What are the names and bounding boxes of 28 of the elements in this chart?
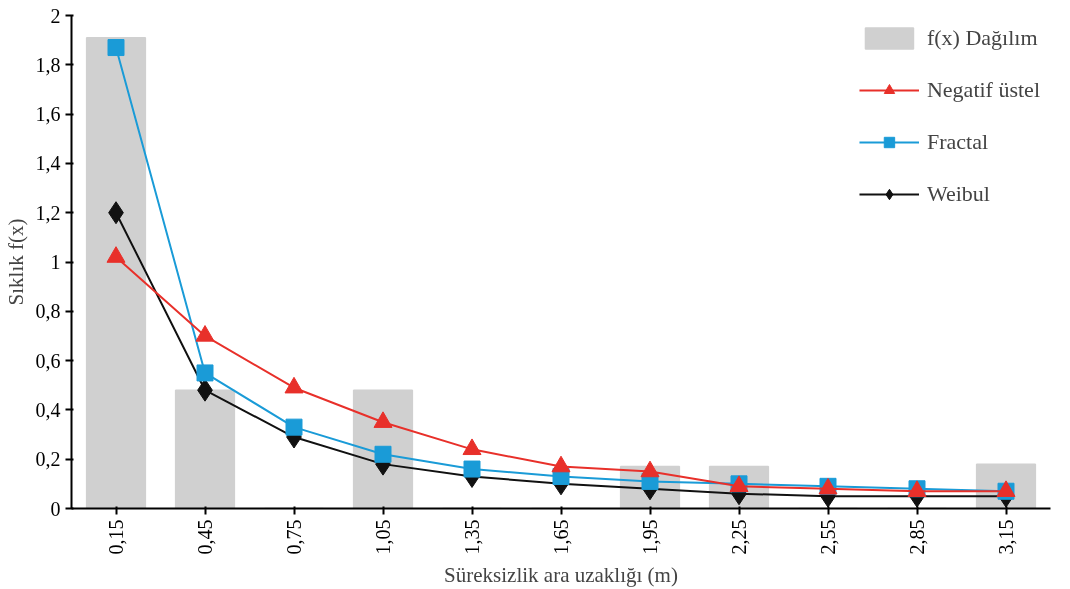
y-tick-label: 1,4: [35, 152, 61, 175]
x-tick-label: 1,95: [639, 519, 661, 555]
y-tick-label: 1,2: [35, 201, 61, 224]
y-tick-label: 2: [50, 4, 61, 27]
legend-label: Negatif üstel: [926, 77, 1040, 103]
x-tick-label: 3,15: [995, 519, 1017, 555]
x-tick-label: 1,65: [550, 519, 572, 555]
x-axis-title: Süreksizlik ara uzaklığı (m): [444, 562, 678, 587]
legend-label: f(x) Dağılım: [926, 25, 1038, 51]
x-tick-label: 0,15: [105, 519, 127, 555]
y-tick-label: 0,6: [35, 349, 61, 372]
x-tick-label: 1,05: [372, 519, 394, 555]
x-tick-label: 2,25: [728, 519, 750, 555]
y-tick-label: 1: [50, 251, 61, 273]
x-tick-label: 0,45: [194, 519, 216, 555]
x-tick-label: 2,55: [817, 519, 839, 555]
x-tick-label: 0,75: [283, 519, 305, 555]
legend-label: Fractal: [926, 129, 989, 155]
y-tick-label: 0: [50, 497, 61, 520]
legend-label: Weibul: [926, 181, 990, 207]
y-tick-label: 1,8: [35, 53, 61, 76]
x-tick-label: 1,35: [461, 519, 483, 555]
y-tick-label: 0,8: [35, 300, 61, 323]
y-axis-title: Sıklık f(x): [3, 218, 28, 306]
y-tick-label: 0,2: [35, 448, 61, 471]
x-tick-label: 2,85: [906, 519, 928, 555]
y-tick-label: 1,6: [35, 103, 61, 126]
y-tick-label: 0,4: [35, 398, 61, 421]
